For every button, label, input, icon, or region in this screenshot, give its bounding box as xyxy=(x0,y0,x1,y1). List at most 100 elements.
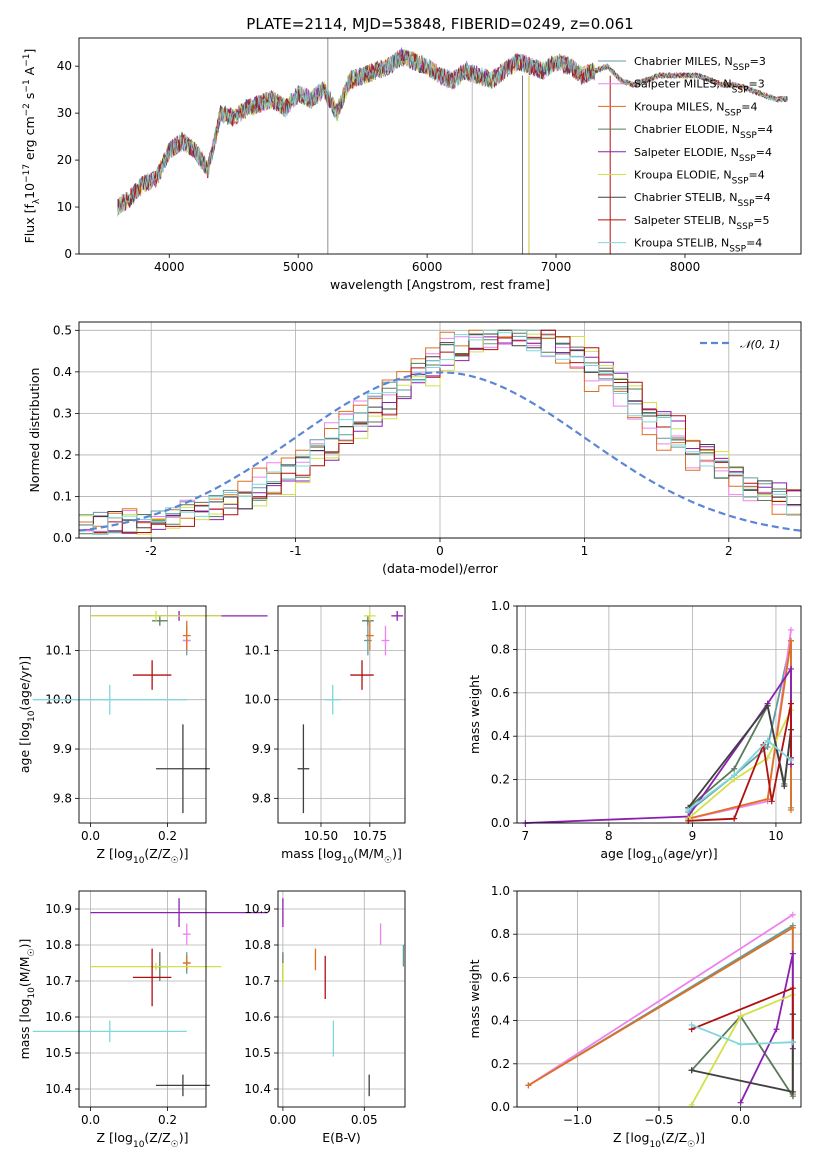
axes-frame xyxy=(78,605,207,824)
label-part: λ xyxy=(32,198,42,204)
label-part: (age/yr)] xyxy=(663,846,718,861)
label-part: 10 xyxy=(133,856,145,866)
legend-part: =5 xyxy=(753,214,769,227)
legend-part: =4 xyxy=(756,146,772,159)
weight-marker xyxy=(773,1026,780,1033)
x-tick-label: 0.2 xyxy=(158,829,177,843)
weight-marker xyxy=(787,665,794,672)
age-vs-metallicity-panel: 0.0 0.29.89.910.010.1Z [log10(Z/Z☉)]age [… xyxy=(17,605,268,866)
legend-part: Salpeter MILES, N xyxy=(634,78,732,91)
label-part: Z [log xyxy=(613,1130,649,1145)
y-axis-label: Normed distribution xyxy=(27,368,42,493)
label-part: 10 xyxy=(649,1140,661,1150)
label-part: 10 xyxy=(133,1140,145,1150)
y-tick-label: 10.4 xyxy=(45,1082,72,1096)
age-vs-mass-panel: 10.50 10.75 9.8 9.9 10.0 10.1 mass [log10(M/M☉… xyxy=(244,605,406,866)
label-part: )] xyxy=(179,846,189,861)
legend-part: SSP xyxy=(732,177,749,187)
normal-reference-curve xyxy=(78,371,802,532)
x-tick-label: 10.50 xyxy=(304,829,338,843)
legend-part: Kroupa STELIB, N xyxy=(634,237,729,250)
label-part: −1 xyxy=(22,79,32,92)
legend-entry: Chabrier MILES, NSSP=3 xyxy=(634,55,766,73)
legend-part: =3 xyxy=(749,78,765,91)
label-part: mass [log xyxy=(281,846,342,861)
weight-marker xyxy=(789,924,796,931)
legend-part: =4 xyxy=(741,100,757,113)
y-tick-label: 9.8 xyxy=(252,791,271,805)
y-tick-label: 10.6 xyxy=(244,1010,271,1024)
label-part: s xyxy=(22,93,37,104)
y-tick-label: 10.9 xyxy=(45,902,72,916)
x-axis-label: Z [log10(Z/Z☉)] xyxy=(97,1130,189,1150)
y-tick-label: 0.0 xyxy=(53,531,72,545)
legend-entry: Chabrier ELODIE, NSSP=4 xyxy=(634,123,773,141)
weight-marker xyxy=(525,1082,532,1089)
y-tick-label: 0.3 xyxy=(53,406,72,420)
legend-entry: Salpeter ELODIE, NSSP=4 xyxy=(634,146,772,164)
residual-histogram xyxy=(79,329,801,535)
x-tick-label: 0.2 xyxy=(158,1113,177,1127)
label-part: age [log xyxy=(17,722,32,773)
weight-marker xyxy=(731,772,738,779)
axes-frame xyxy=(78,321,802,539)
y-tick-label: 0.4 xyxy=(53,365,72,379)
weight-marker xyxy=(688,1067,695,1074)
mass-vs-ebv-panel: 0.00 0.05 10.4 10.5 10.6 10.7 10.8 10.9 E(B-V) xyxy=(244,890,406,1145)
mass-vs-metallicity-panel: 0.0 0.210.410.510.610.710.810.9Z [log10(Z… xyxy=(17,890,268,1150)
x-tick-label: 10 xyxy=(768,829,783,843)
y-tick-label: 0.8 xyxy=(491,927,510,941)
x-tick-label: 8000 xyxy=(670,260,701,274)
y-tick-label: 0.2 xyxy=(53,448,72,462)
label-part: ☉ xyxy=(171,1140,179,1150)
weight-marker xyxy=(737,1099,744,1106)
weight-series-line xyxy=(525,665,792,824)
weight-marker xyxy=(787,806,794,813)
weight-marker xyxy=(787,637,794,644)
label-part: −2 xyxy=(22,103,32,116)
legend-entry: 𝒩(0, 1) xyxy=(740,338,780,351)
weight-marker xyxy=(685,806,692,813)
legend-part: Salpeter STELIB, N xyxy=(634,214,736,227)
weight-marker xyxy=(737,1041,744,1048)
x-tick-label: 0.0 xyxy=(731,1113,750,1127)
y-tick-label: 0.2 xyxy=(491,1057,510,1071)
label-part: Z [log xyxy=(97,846,133,861)
x-axis-label: Z [log10(Z/Z☉)] xyxy=(613,1130,705,1150)
weight-marker xyxy=(688,1021,695,1028)
x-tick-label: 9 xyxy=(689,829,697,843)
weight-marker xyxy=(764,737,771,744)
y-tick-label: 0.5 xyxy=(53,323,72,337)
x-tick-label: -1 xyxy=(290,544,302,558)
legend-entry: Salpeter MILES, NSSP=3 xyxy=(634,78,765,96)
weight-series-line xyxy=(527,914,794,1087)
label-part: Normed distribution xyxy=(27,368,42,493)
label-part: mass weight xyxy=(467,959,482,1038)
weight-vs-metallicity-panel: −1.0 −0.5 0.0 0.0 0.2 0.4 0.6 0.8 1.0 Z [log10(Z/… xyxy=(467,884,802,1150)
label-part: −17 xyxy=(22,164,32,183)
y-tick-label: 1.0 xyxy=(491,599,510,613)
label-part: wavelength [Angstrom, rest frame] xyxy=(330,277,550,292)
x-tick-label: 7 xyxy=(522,829,530,843)
label-part: )] xyxy=(392,846,402,861)
legend-entry: Kroupa ELODIE, NSSP=4 xyxy=(634,169,765,187)
label-part: erg cm xyxy=(22,116,37,164)
x-tick-label: 0.00 xyxy=(270,1113,297,1127)
label-part: age [log xyxy=(600,846,651,861)
legend-part: SSP xyxy=(738,199,755,209)
legend-part: =3 xyxy=(750,55,766,68)
legend-part: Kroupa ELODIE, N xyxy=(634,169,732,182)
axes-frame xyxy=(516,890,802,1108)
y-tick-label: 9.9 xyxy=(252,742,271,756)
y-tick-label: 0.4 xyxy=(491,729,510,743)
label-part: (Z/Z xyxy=(144,1130,170,1145)
axes-frame xyxy=(78,37,802,255)
y-axis-label: mass weight xyxy=(467,959,482,1038)
y-tick-label: 10.7 xyxy=(45,974,72,988)
x-tick-label: 6000 xyxy=(412,260,443,274)
weight-marker xyxy=(764,702,771,709)
weight-marker xyxy=(789,1039,796,1046)
label-part: A xyxy=(22,66,37,79)
